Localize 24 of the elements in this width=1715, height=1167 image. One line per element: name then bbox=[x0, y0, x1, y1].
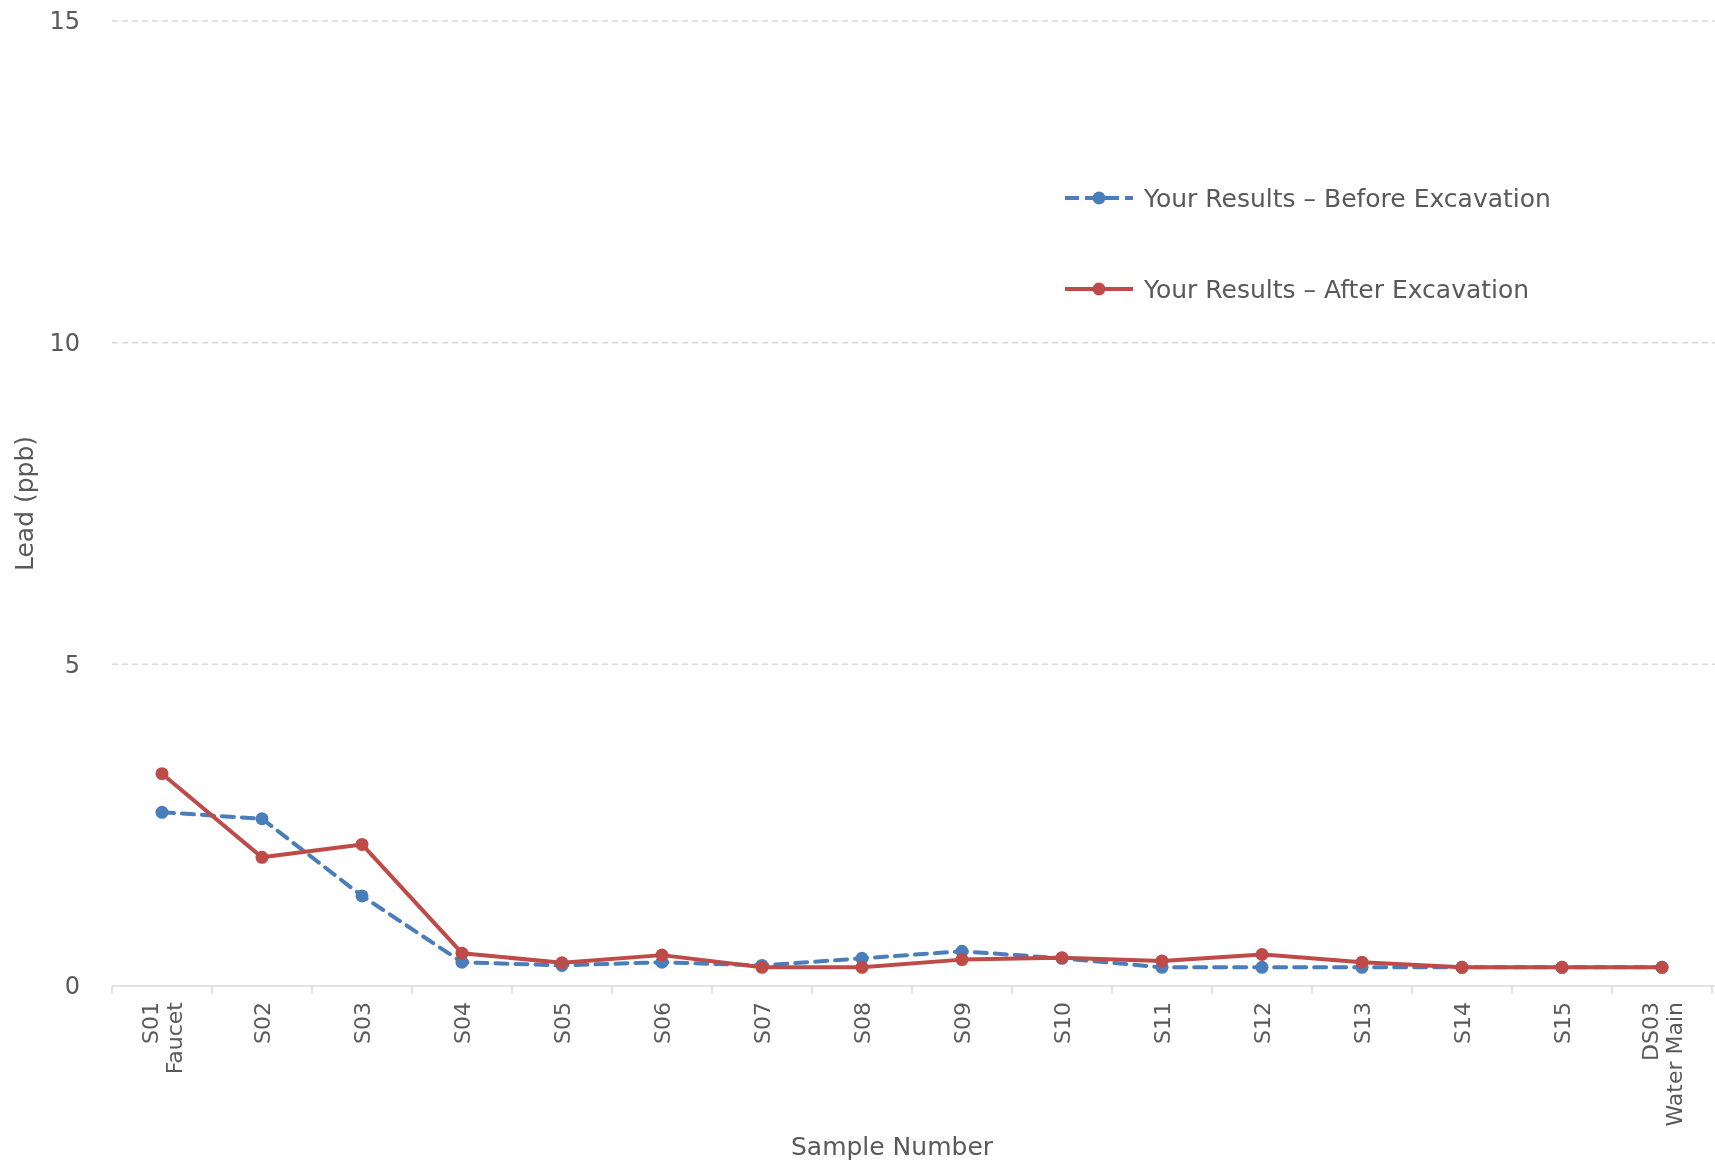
x-tick-label: S03 bbox=[349, 1002, 375, 1044]
y-tick-label: 5 bbox=[64, 650, 80, 679]
legend-label: Your Results – Before Excavation bbox=[1143, 183, 1551, 213]
y-tick-label: 0 bbox=[64, 972, 80, 1001]
x-tick-label: S15 bbox=[1549, 1002, 1575, 1044]
x-tick-label: DS03 Water Main bbox=[1637, 1002, 1687, 1127]
x-tick-label: S04 bbox=[449, 1002, 475, 1044]
x-tick-label: S05 bbox=[549, 1002, 575, 1044]
x-tick-label: S09 bbox=[949, 1002, 975, 1044]
x-tick-label: S12 bbox=[1249, 1002, 1275, 1044]
x-tick-label: S08 bbox=[849, 1002, 875, 1044]
legend-label: Your Results – After Excavation bbox=[1143, 274, 1530, 304]
x-tick-label: S01 Faucet bbox=[137, 1001, 187, 1075]
y-tick-label: 10 bbox=[49, 329, 80, 358]
x-tick-label: S07 bbox=[749, 1002, 775, 1044]
x-tick-label: S02 bbox=[249, 1002, 275, 1044]
y-tick-label: 15 bbox=[49, 7, 80, 36]
y-axis-title: Lead (ppb) bbox=[10, 435, 39, 572]
x-tick-label: S06 bbox=[649, 1002, 675, 1044]
x-tick-label: S13 bbox=[1349, 1002, 1375, 1044]
x-axis-title: Sample Number bbox=[790, 1132, 994, 1161]
x-tick-label: S14 bbox=[1449, 1002, 1475, 1044]
x-tick-label: S10 bbox=[1049, 1002, 1075, 1044]
x-tick-label: S11 bbox=[1149, 1002, 1175, 1044]
